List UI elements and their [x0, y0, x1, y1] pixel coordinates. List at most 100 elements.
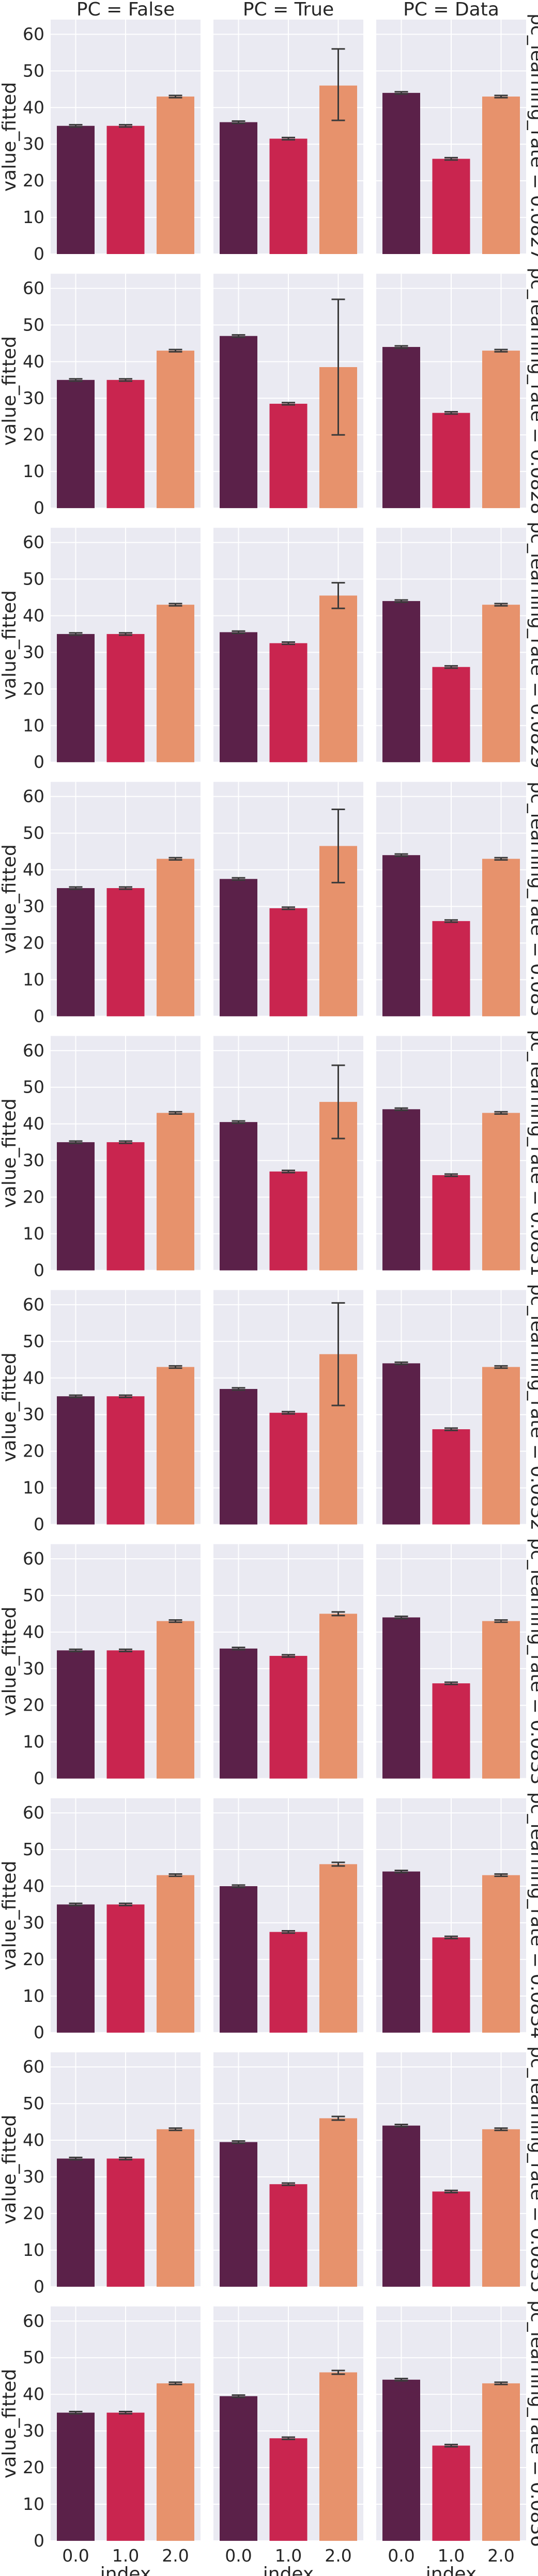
bar-2-0 — [157, 1113, 194, 1271]
y-tick-label: 0 — [34, 498, 44, 518]
bar-0-0 — [220, 1886, 257, 2033]
bar-0-0 — [220, 2396, 257, 2541]
facet-panel — [376, 782, 526, 1017]
y-tick-label: 20 — [23, 2457, 44, 2477]
y-tick-label: 40 — [23, 2384, 44, 2404]
y-tick-label: 30 — [23, 642, 44, 662]
row-title: pc_learning_rate = 0.083 — [527, 782, 538, 1017]
bar-1-0 — [269, 1655, 308, 1779]
y-tick-label: 20 — [23, 1949, 44, 1969]
bar-1-0 — [106, 1650, 145, 1779]
y-tick-label: 10 — [23, 2240, 44, 2260]
bar-0-0 — [220, 632, 257, 763]
bar-1-0 — [106, 2412, 145, 2541]
bar-1-0 — [269, 1413, 308, 1525]
y-tick-label: 30 — [23, 1913, 44, 1933]
y-tick-label: 10 — [23, 969, 44, 989]
facet-panel — [51, 1798, 201, 2033]
bar-1-0 — [432, 667, 470, 763]
x-tick-label: 0.0 — [62, 2546, 89, 2566]
facet-panel — [376, 2052, 526, 2287]
bar-1-0 — [106, 888, 145, 1017]
bar-0-0 — [57, 380, 95, 509]
y-tick-label: 0 — [34, 2531, 44, 2551]
y-axis-label: value_fitted — [0, 2369, 20, 2478]
bar-2-0 — [482, 96, 520, 254]
facet-panel — [376, 1544, 526, 1779]
y-tick-label: 40 — [23, 1622, 44, 1642]
y-tick-label: 0 — [34, 2022, 44, 2043]
y-tick-label: 0 — [34, 752, 44, 772]
facet-panel — [51, 274, 201, 509]
bar-1-0 — [106, 380, 145, 509]
y-tick-label: 60 — [23, 278, 44, 298]
y-axis-label: value_fitted — [0, 844, 20, 954]
facet-panel — [213, 20, 363, 255]
row-title: pc_learning_rate = 0.0833 — [527, 1538, 538, 1785]
row-title: pc_learning_rate = 0.0828 — [527, 267, 538, 514]
y-tick-label: 0 — [34, 2277, 44, 2297]
bar-0-0 — [220, 1389, 257, 1525]
bar-2-0 — [157, 1367, 194, 1525]
facet-panel — [213, 2052, 363, 2287]
y-tick-label: 50 — [23, 1839, 44, 1859]
y-tick-label: 0 — [34, 1006, 44, 1026]
bar-1-0 — [269, 643, 308, 763]
y-tick-label: 0 — [34, 1260, 44, 1280]
y-tick-label: 60 — [23, 532, 44, 552]
y-tick-label: 0 — [34, 1768, 44, 1789]
bar-2-0 — [482, 605, 520, 763]
bar-2-0 — [319, 2372, 357, 2541]
bar-1-0 — [269, 1932, 308, 2033]
bar-0-0 — [382, 855, 420, 1017]
bar-2-0 — [482, 2383, 520, 2541]
y-tick-label: 60 — [23, 1294, 44, 1315]
facet-panel — [376, 1036, 526, 1271]
y-axis-label: value_fitted — [0, 1861, 20, 1970]
facet-panel — [376, 1290, 526, 1525]
x-tick-label: 2.0 — [162, 2546, 189, 2566]
row-title: pc_learning_rate = 0.0836 — [527, 2300, 538, 2547]
bar-1-0 — [106, 1142, 145, 1271]
facet-panel — [213, 782, 363, 1017]
facet-panel — [51, 1290, 201, 1525]
bar-2-0 — [157, 2383, 194, 2541]
column-title: PC = False — [76, 0, 175, 20]
y-tick-label: 60 — [23, 1040, 44, 1061]
facet-panel — [213, 1544, 363, 1779]
y-tick-label: 20 — [23, 678, 44, 699]
bar-0-0 — [382, 2379, 420, 2541]
x-tick-label: 2.0 — [487, 2546, 514, 2566]
y-tick-label: 50 — [23, 60, 44, 81]
y-tick-label: 40 — [23, 97, 44, 117]
row-title: pc_learning_rate = 0.0829 — [527, 521, 538, 768]
bar-0-0 — [57, 125, 95, 254]
y-tick-label: 10 — [23, 1223, 44, 1243]
bar-1-0 — [432, 413, 470, 509]
y-tick-label: 20 — [23, 424, 44, 445]
facet-panel — [213, 1290, 363, 1525]
bar-2-0 — [157, 1875, 194, 2033]
bar-1-0 — [269, 403, 308, 509]
facet-panel — [51, 1036, 201, 1271]
y-tick-label: 40 — [23, 605, 44, 625]
y-tick-label: 40 — [23, 1114, 44, 1134]
bar-0-0 — [220, 122, 257, 254]
bar-0-0 — [382, 1363, 420, 1525]
bar-0-0 — [57, 1142, 95, 1271]
column-title: PC = Data — [403, 0, 499, 20]
bar-2-0 — [482, 859, 520, 1017]
y-tick-label: 30 — [23, 134, 44, 154]
facet-panel — [213, 2306, 363, 2541]
x-tick-label: 0.0 — [225, 2546, 252, 2566]
x-axis-label: index — [100, 2564, 151, 2576]
bar-2-0 — [482, 2129, 520, 2287]
bar-1-0 — [106, 1904, 145, 2033]
bar-1-0 — [432, 1683, 470, 1779]
row-title: pc_learning_rate = 0.0827 — [527, 13, 538, 260]
facet-panel — [376, 1798, 526, 2033]
y-axis-label: value_fitted — [0, 2115, 20, 2224]
y-tick-label: 40 — [23, 1368, 44, 1388]
x-tick-label: 0.0 — [388, 2546, 414, 2566]
